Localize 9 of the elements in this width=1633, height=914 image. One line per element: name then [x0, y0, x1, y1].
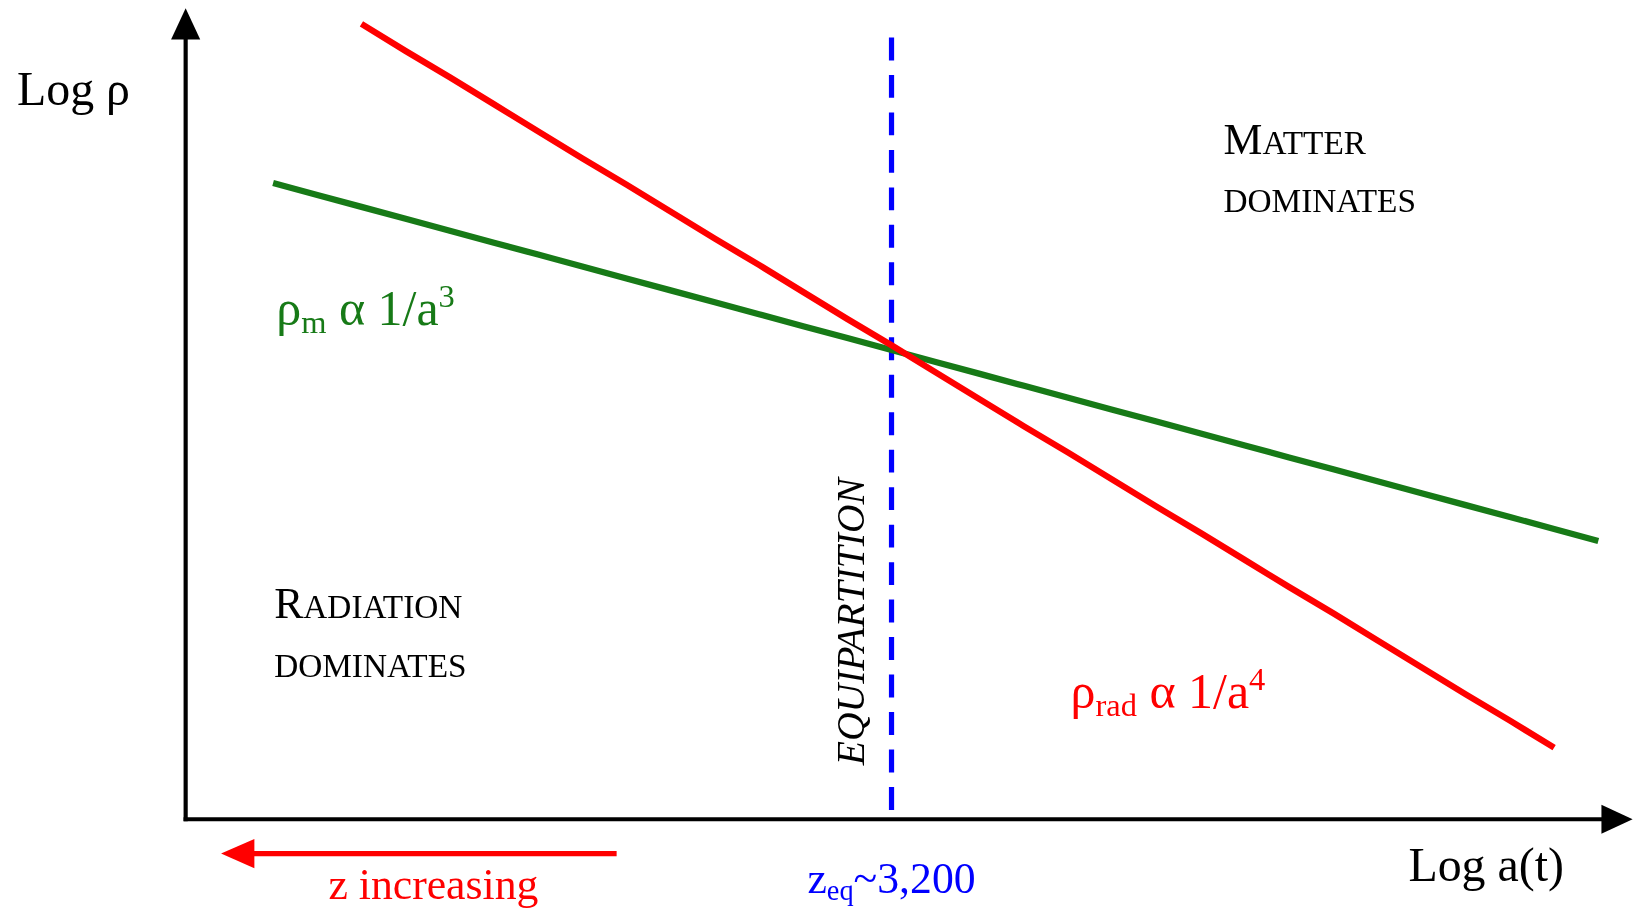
series-label: ρ$_{m}$ α 1/a$^{3}$	[276, 278, 455, 340]
annotation: MATTER DOMINATES	[1223, 115, 1416, 220]
annotation: EQUIPARTITION	[829, 475, 874, 767]
x-axis-title: Log a(t)	[1408, 837, 1564, 892]
y-axis-title: Log ρ	[17, 62, 130, 116]
text: z increasing	[328, 860, 539, 909]
annotation: RADIATION DOMINATES	[274, 579, 467, 684]
series-label: ρ$_{rad}$ α 1/a$^{4}$	[1070, 661, 1266, 723]
text: z$_{eq}$~3,200	[807, 854, 976, 907]
